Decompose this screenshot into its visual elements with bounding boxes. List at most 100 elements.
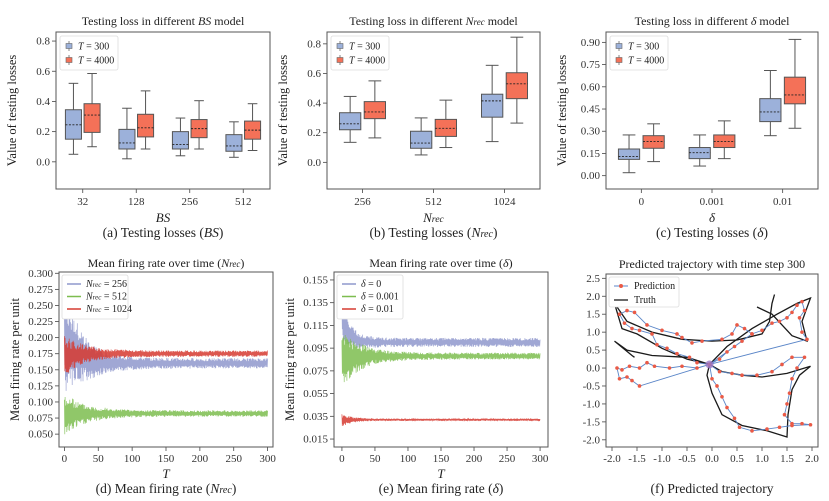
chart-title-part: model [485, 14, 519, 28]
legend-label: δ = 0.001 [361, 292, 399, 303]
chart-title-part: ) [240, 256, 244, 270]
y-tick-label: 0.150 [28, 364, 53, 376]
chart-title: Testing loss in different δ model [635, 14, 791, 28]
prediction-point [730, 332, 734, 336]
legend-label: T = 300 [349, 42, 380, 53]
y-tick-label: 0.275 [28, 284, 53, 296]
chart-e: Mean firing rate over time (δ)(e) Mean f… [283, 256, 549, 496]
chart-title-part: Testing loss in different [349, 14, 465, 28]
chart-caption: (a) Testing losses (BS) [103, 225, 224, 240]
prediction-point [742, 326, 747, 331]
y-tick-label: 2.5 [586, 273, 600, 285]
x-tick-label: 256 [182, 196, 199, 208]
prediction-point [740, 339, 744, 343]
box-T300-256 [338, 95, 362, 143]
legend-swatch [615, 57, 623, 63]
chart-c: Testing loss in different δ model (c) Tes… [555, 14, 819, 240]
chart-caption: (c) Testing losses (δ) [656, 225, 768, 240]
chart-caption: (f) Predicted trajectory [651, 481, 774, 496]
chart-title-part: Mean firing rate over time ( [369, 256, 503, 270]
legend-value: = 4000 [634, 56, 665, 67]
x-tick-label: 250 [225, 453, 242, 465]
chart-title-part: δ [751, 14, 757, 28]
y-tick-label: 0.8 [307, 38, 321, 50]
y-tick-label: 0.075 [303, 365, 328, 377]
prediction-point [735, 323, 739, 327]
box-iqr [617, 148, 641, 160]
y-tick-label: 0.00 [581, 170, 601, 182]
y-axis-label: Value of testing losses [555, 55, 569, 167]
legend-value: = 300 [84, 42, 110, 53]
legend-var: T [628, 42, 635, 53]
legend-label: Nrec = 256 [85, 279, 127, 290]
x-tick-label: 32 [77, 196, 88, 208]
prediction-point [687, 355, 692, 360]
y-tick-label: 1.5 [586, 309, 600, 321]
y-tick-label: 0.035 [303, 411, 328, 423]
box-iqr [409, 130, 433, 149]
chart-a: Testing loss in different BS model (a) Te… [5, 14, 271, 240]
y-axis-label: Value of testing losses [276, 55, 290, 167]
y-tick-label: -2.0 [583, 434, 601, 446]
prediction-point [777, 425, 782, 430]
prediction-point [690, 341, 694, 345]
box-T4000-512 [434, 99, 458, 149]
legend-var: T [349, 56, 356, 67]
x-tick-label: 128 [128, 196, 145, 208]
legend-var: T [628, 56, 635, 67]
y-tick-label: 0.2 [307, 127, 321, 139]
box-iqr [83, 103, 101, 133]
chart-title-part: model [211, 14, 245, 28]
box-T4000-1024 [505, 36, 529, 124]
legend-label: Prediction [634, 281, 675, 292]
prediction-point [630, 326, 634, 331]
series-line-0 [341, 304, 541, 349]
prediction-point [800, 330, 804, 334]
axes-frame [58, 271, 274, 448]
box-T4000-256 [363, 80, 387, 139]
chart-caption-subscript: rec [219, 485, 232, 496]
prediction-point [787, 391, 792, 395]
x-tick-label: 1024 [494, 196, 517, 208]
y-tick-label: 0.095 [303, 343, 328, 355]
x-tick-label: 0 [639, 196, 645, 208]
series-line-1 [341, 334, 541, 383]
legend-label: Nrec = 1024 [85, 304, 132, 315]
legend-label: T = 300 [628, 42, 659, 53]
prediction-point [680, 364, 684, 369]
legend-marker-prediction [619, 284, 623, 288]
prediction-point [790, 310, 794, 315]
prediction-point [637, 384, 642, 388]
box-T4000-512 [244, 103, 262, 152]
legend-var-subscript: rec [93, 281, 103, 289]
chart-caption-part: ) [232, 481, 237, 496]
prediction-point [622, 321, 627, 325]
prediction-point [725, 405, 729, 410]
box-T4000-0.001 [713, 120, 736, 160]
chart-d: Mean firing rate over time (Nrec)(d) Mea… [8, 256, 276, 496]
legend-var: δ [361, 292, 366, 303]
x-tick-label: -1.5 [628, 453, 646, 465]
y-tick-label: -1.5 [583, 416, 601, 428]
legend: Prediction Truth [608, 276, 680, 308]
legend-var-subscript: rec [93, 294, 103, 302]
prediction-point [770, 321, 774, 325]
chart-caption-part: δ [493, 481, 500, 496]
x-tick-label: 512 [425, 196, 442, 208]
prediction-point [800, 421, 804, 426]
legend-var: N [85, 292, 94, 303]
x-axis-label-part: T [162, 466, 170, 481]
chart-title: Testing loss in different Nrec model [349, 14, 518, 28]
box-T4000-256 [190, 100, 208, 150]
prediction-point [790, 355, 794, 360]
box-iqr [338, 112, 362, 131]
prediction-point [680, 335, 684, 340]
y-tick-label: 0.90 [581, 37, 601, 49]
axes-frame [326, 31, 541, 190]
y-tick-label: 0.155 [303, 274, 328, 286]
y-tick-label: 0.225 [28, 316, 53, 328]
y-tick-label: 0.125 [28, 380, 53, 392]
chart-f: Predicted trajectory with time step 300 (… [583, 257, 820, 496]
